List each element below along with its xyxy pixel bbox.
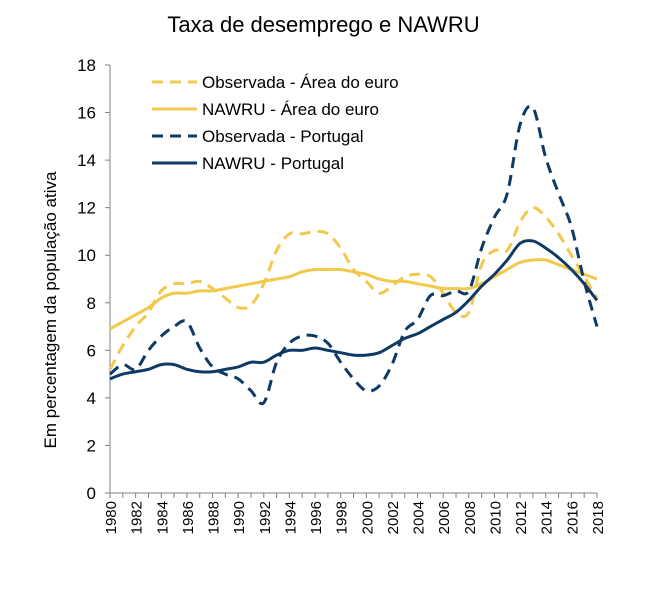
series-line-1 xyxy=(109,258,598,331)
y-tick-label: 12 xyxy=(77,199,96,218)
chart-title: Taxa de desemprego e NAWRU xyxy=(167,12,480,37)
series-line-3 xyxy=(109,239,599,381)
y-tick-label: 8 xyxy=(87,294,96,313)
x-tick-label: 1986 xyxy=(180,501,197,534)
series-line-2 xyxy=(109,104,599,406)
y-tick-label: 6 xyxy=(87,341,96,360)
y-tick-label: 4 xyxy=(87,389,96,408)
x-tick-label: 2004 xyxy=(411,501,428,534)
x-tick-label: 1990 xyxy=(231,501,248,534)
x-tick-label: 2000 xyxy=(359,501,376,534)
x-tick-label: 1980 xyxy=(103,501,120,534)
x-tick-label: 2006 xyxy=(436,501,453,534)
x-tick-label: 2010 xyxy=(487,501,504,534)
series-line-0 xyxy=(108,206,599,371)
y-tick-label: 0 xyxy=(87,484,96,503)
x-tick-label: 1982 xyxy=(129,501,146,534)
x-tick-label: 2012 xyxy=(513,501,530,534)
x-tick-label: 2014 xyxy=(539,501,556,534)
y-tick-label: 16 xyxy=(77,104,96,123)
y-tick-label: 10 xyxy=(77,246,96,265)
x-tick-label: 1996 xyxy=(308,501,325,534)
x-tick-label: 2016 xyxy=(564,501,581,534)
x-tick-label: 1998 xyxy=(334,501,351,534)
x-tick-label: 1994 xyxy=(282,501,299,534)
legend-label: Observada - Área do euro xyxy=(202,73,399,92)
legend-label: NAWRU - Portugal xyxy=(202,154,344,173)
y-tick-label: 18 xyxy=(77,56,96,75)
x-tick-label: 2002 xyxy=(385,501,402,534)
x-tick-label: 1992 xyxy=(257,501,274,534)
x-tick-label: 1984 xyxy=(154,501,171,534)
x-tick-label: 2008 xyxy=(462,501,479,534)
x-tick-label: 1988 xyxy=(206,501,223,534)
y-tick-label: 14 xyxy=(77,151,96,170)
x-tick-label: 2018 xyxy=(590,501,607,534)
y-tick-label: 2 xyxy=(87,436,96,455)
legend-label: NAWRU - Área do euro xyxy=(202,100,379,119)
legend-label: Observada - Portugal xyxy=(202,127,364,146)
